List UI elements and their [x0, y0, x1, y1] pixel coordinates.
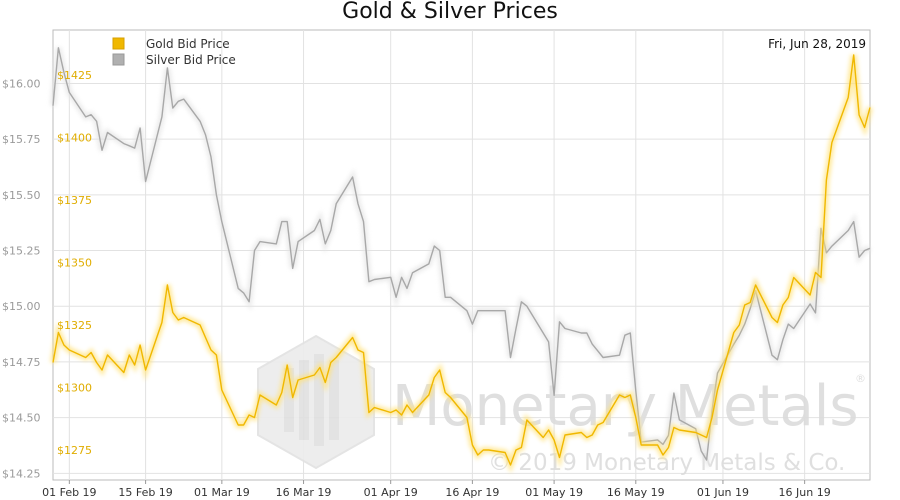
y-axis-left: $14.25 $14.50 $14.75 $15.00 $15.25 $15.50 $15.… [2, 77, 41, 480]
legend: Gold Bid Price Silver Bid Price [112, 37, 236, 67]
x-tick-label: 16 Jun 19 [779, 486, 831, 499]
series [50, 47, 873, 474]
y-left-tick-label: $14.75 [2, 356, 41, 369]
x-tick-label: 01 Feb 19 [42, 486, 96, 499]
y-left-tick-label: $14.25 [2, 467, 41, 480]
x-tick-label: 16 May 19 [607, 486, 665, 499]
series-line-gold [52, 54, 871, 466]
x-tick-label: 01 Jun 19 [697, 486, 749, 499]
x-tick-label: 16 Mar 19 [276, 486, 332, 499]
x-tick-label: 15 Feb 19 [118, 486, 172, 499]
y-right-tick-label: $1350 [57, 257, 92, 270]
y-right-tick-label: $1300 [57, 382, 92, 395]
legend-swatch-silver [112, 53, 125, 66]
y-left-tick-label: $14.50 [2, 412, 41, 425]
chart-title: Gold & Silver Prices [342, 0, 558, 24]
grid [53, 30, 870, 480]
y-right-tick-label: $1375 [57, 194, 92, 207]
y-axis-right: $1275 $1300 $1325 $1350 $1375 $1400 $1425 [57, 69, 92, 457]
x-tick-label: 01 Apr 19 [364, 486, 418, 499]
legend-swatch-gold [112, 37, 125, 50]
x-tick-label: 16 Apr 19 [445, 486, 499, 499]
watermark-registered: ® [855, 372, 866, 385]
y-right-tick-label: $1325 [57, 319, 92, 332]
x-axis: 01 Feb 19 15 Feb 19 01 Mar 19 16 Mar 19 01 A… [42, 480, 831, 499]
y-right-tick-label: $1275 [57, 444, 92, 457]
legend-label-silver: Silver Bid Price [146, 53, 236, 67]
y-right-tick-label: $1425 [57, 69, 92, 82]
y-left-tick-label: $15.50 [2, 189, 41, 202]
y-left-tick-label: $15.25 [2, 245, 41, 258]
date-label: Fri, Jun 28, 2019 [768, 37, 866, 51]
y-left-tick-label: $15.75 [2, 133, 41, 146]
y-left-tick-label: $16.00 [2, 77, 41, 90]
series-line-silver [52, 47, 871, 461]
x-tick-label: 01 May 19 [525, 486, 583, 499]
legend-label-gold: Gold Bid Price [146, 37, 230, 51]
x-tick-label: 01 Mar 19 [194, 486, 250, 499]
y-left-tick-label: $15.00 [2, 300, 41, 313]
y-right-tick-label: $1400 [57, 132, 92, 145]
watermark-brand: Monetary Metals [392, 374, 859, 439]
